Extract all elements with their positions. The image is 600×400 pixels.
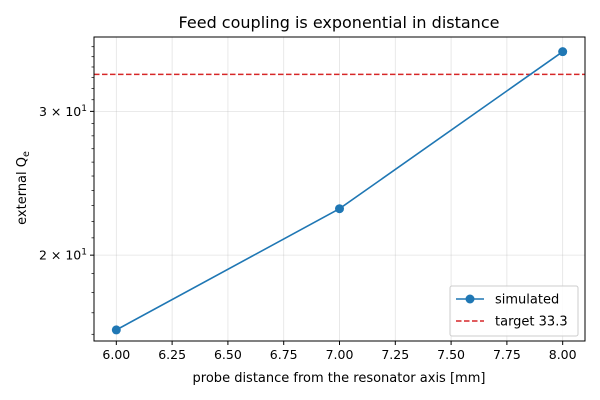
y-tick-label: 3 × 101 <box>39 104 87 119</box>
x-tick-label: 7.25 <box>381 347 409 362</box>
data-point <box>558 47 568 57</box>
x-tick-label: 7.75 <box>493 347 521 362</box>
legend-label-simulated: simulated <box>495 293 559 308</box>
y-axis-label: external Qe <box>15 151 32 225</box>
y-axis-label-main: external Q <box>15 157 30 225</box>
x-tick-label: 6.50 <box>214 347 242 362</box>
legend-marker-simulated <box>465 294 475 304</box>
y-axis-label-subscript: e <box>21 151 32 157</box>
y-tick-label: 2 × 101 <box>39 248 87 263</box>
grid-layer <box>94 37 585 341</box>
x-tick-label: 7.00 <box>326 347 354 362</box>
legend: simulated target 33.3 <box>449 285 579 337</box>
ticks-layer: 6.00 6.25 6.50 6.75 7.00 7.25 7.50 7.75 8.00 2 × … <box>39 46 577 362</box>
x-tick-label: 6.25 <box>158 347 186 362</box>
x-tick-label: 6.75 <box>270 347 298 362</box>
x-tick-label: 6.00 <box>102 347 130 362</box>
data-point <box>335 204 344 214</box>
data-layer <box>94 47 585 335</box>
data-point <box>111 325 121 335</box>
x-axis-label: probe distance from the resonator axis [… <box>193 371 486 386</box>
x-tick-label: 8.00 <box>549 347 577 362</box>
chart-title: Feed coupling is exponential in distance <box>179 13 500 32</box>
legend-label-target: target 33.3 <box>495 315 568 330</box>
x-tick-label: 7.50 <box>437 347 465 362</box>
